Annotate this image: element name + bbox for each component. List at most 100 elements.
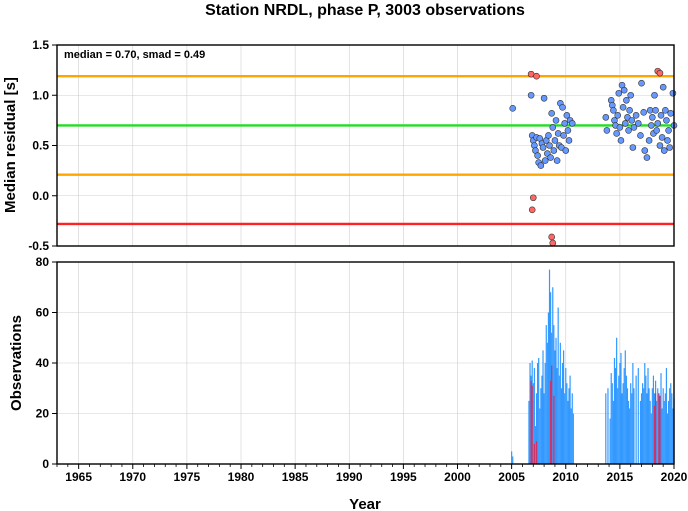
data-point (666, 144, 673, 151)
data-point (638, 79, 645, 87)
data-point (630, 124, 638, 131)
top-y-tick-label: -0.5 (28, 239, 49, 253)
top-panel: -0.5 0.0 0.5 1.0 1.5 median = 0.70, smad = 0… (2, 38, 678, 253)
data-point (651, 91, 658, 99)
data-point (552, 117, 560, 124)
data-point (549, 239, 557, 247)
chart-title: Station NRDL, phase P, 3003 observations (205, 2, 525, 19)
x-tick-label: 2020 (661, 470, 688, 484)
top-data-points (509, 67, 678, 247)
top-y-tick-label: 0.0 (32, 189, 49, 203)
bottom-y-tick-label: 20 (36, 407, 50, 421)
x-tick-label: 1970 (119, 470, 146, 484)
data-point (568, 120, 576, 127)
bottom-y-tick-label: 80 (36, 255, 50, 269)
bottom-y-tick-label: 0 (42, 457, 49, 471)
data-point (565, 137, 573, 144)
data-point (629, 144, 637, 151)
data-point (649, 114, 656, 121)
bottom-y-axis-label: Observations (8, 315, 25, 411)
data-point (537, 162, 545, 169)
data-point (641, 147, 649, 154)
top-y-axis-label: Median residual [s] (2, 77, 19, 213)
data-point (628, 117, 636, 124)
x-tick-label: 1965 (65, 470, 92, 484)
data-point (613, 130, 620, 137)
data-point (616, 124, 624, 131)
data-point (541, 157, 549, 164)
data-point (561, 120, 568, 127)
data-point (527, 91, 535, 99)
data-point (657, 112, 665, 119)
bottom-y-tick-label: 60 (36, 306, 50, 320)
top-y-tick-label: 1.5 (32, 38, 49, 52)
x-tick-label: 1985 (282, 470, 309, 484)
data-point (549, 124, 557, 131)
x-tick-label: 1980 (228, 470, 255, 484)
data-point (562, 147, 570, 154)
data-point (563, 112, 571, 119)
data-point (564, 127, 572, 134)
data-point (662, 107, 669, 114)
data-point (626, 107, 633, 114)
data-point (654, 120, 662, 127)
x-tick-label: 1995 (390, 470, 417, 484)
data-point (533, 72, 540, 80)
x-tick-label: 2005 (498, 470, 525, 484)
bottom-bars (511, 269, 675, 464)
x-tick-label: 2010 (552, 470, 579, 484)
data-point (658, 134, 666, 141)
x-tick-label: 2015 (607, 470, 634, 484)
data-point (534, 152, 541, 159)
data-point (617, 137, 625, 144)
bottom-panel: 0 20 40 60 80 1965 1970 1975 1980 1985 1990 1995 20… (8, 255, 688, 511)
data-point (540, 94, 548, 102)
data-point (663, 117, 670, 124)
x-tick-label: 1975 (174, 470, 201, 484)
data-point (529, 194, 537, 202)
data-point (614, 112, 622, 119)
data-point (632, 112, 640, 119)
data-point (646, 107, 654, 114)
data-point (625, 127, 632, 134)
data-point (621, 120, 629, 127)
data-point (539, 144, 547, 151)
top-reference-lines (57, 74, 674, 226)
data-point (615, 89, 623, 97)
bottom-x-ticks: 1965 1970 1975 1980 1985 1990 1995 2000 2005 2010… (56, 464, 688, 484)
data-point (656, 142, 664, 149)
data-point (550, 147, 558, 154)
stats-annotation: median = 0.70, smad = 0.49 (64, 49, 205, 61)
data-point (640, 109, 647, 116)
top-y-tick-label: 0.5 (32, 139, 49, 153)
data-point (553, 157, 561, 164)
data-point (610, 107, 617, 114)
data-point (665, 127, 672, 134)
data-point (548, 233, 555, 241)
data-point (645, 137, 653, 144)
x-tick-label: 2000 (444, 470, 471, 484)
data-point (619, 104, 627, 111)
data-point (546, 142, 553, 149)
data-point (602, 114, 610, 121)
data-point (634, 120, 642, 127)
data-point (637, 132, 644, 139)
top-y-ticks: -0.5 0.0 0.5 1.0 1.5 (28, 38, 57, 253)
data-point (667, 110, 675, 117)
data-point (669, 89, 677, 97)
data-point (528, 206, 536, 214)
data-point (548, 110, 555, 117)
data-point (554, 130, 562, 137)
data-point (659, 83, 667, 91)
bottom-y-ticks: 0 20 40 60 80 (36, 255, 57, 471)
data-point (551, 137, 559, 144)
data-point (545, 132, 552, 139)
x-axis-label: Year (349, 496, 381, 511)
data-point (643, 154, 651, 161)
data-point (653, 127, 660, 134)
data-point (527, 70, 535, 78)
x-tick-label: 1990 (336, 470, 363, 484)
top-y-tick-label: 1.0 (32, 88, 49, 102)
data-point (603, 127, 611, 134)
